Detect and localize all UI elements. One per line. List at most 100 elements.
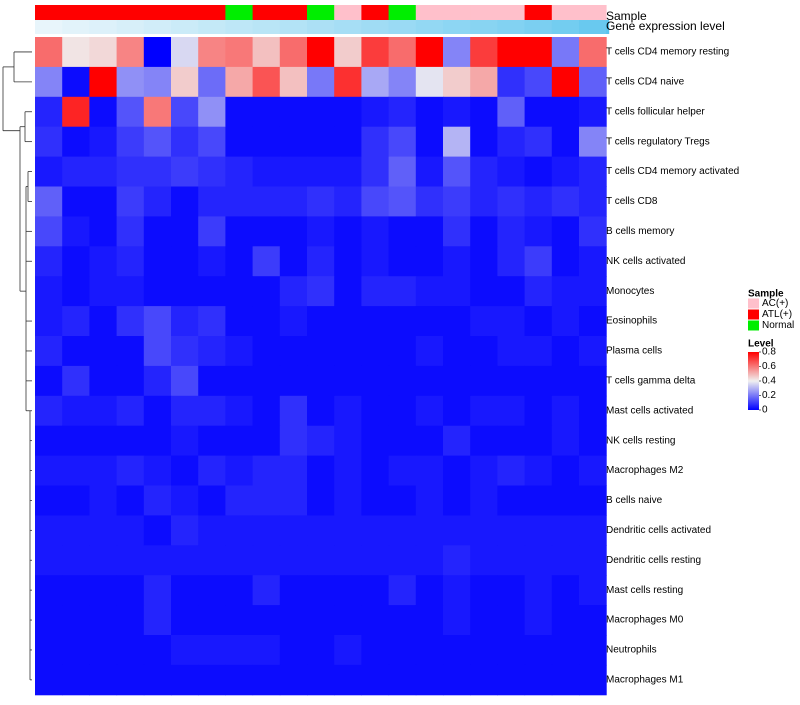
heatmap-cell [89,485,118,516]
heatmap-cell [334,186,362,217]
heatmap-cell [198,126,226,158]
heatmap-cell [579,575,607,606]
heatmap-cell [116,425,145,457]
heatmap-cell [334,515,362,546]
heatmap-cell [443,96,471,128]
heatmap-cell [171,186,199,217]
heatmap-cell [198,485,226,516]
row-label: T cells CD4 memory resting [606,47,729,58]
heatmap-cell [62,425,90,457]
heatmap-cell [551,37,580,68]
heatmap-cell [470,276,498,307]
heatmap-cell [361,246,390,277]
heatmap-cell [62,156,90,187]
heatmap-cell [524,575,553,606]
sample-annotation-cell [279,5,308,20]
heatmap-cell [279,515,308,546]
heatmap-cell [470,186,498,217]
heatmap-cell [62,37,90,68]
heatmap-cell [35,186,63,217]
heatmap-cell [35,575,63,606]
heatmap-cell [415,246,444,277]
sample-annotation-cell [89,5,117,20]
heatmap-cell [143,126,172,158]
heatmap-cell [89,306,118,337]
heatmap-cell [443,545,471,576]
heatmap-cell [279,575,308,606]
sample-annotation-cell [116,5,145,20]
heatmap-cell [497,96,526,128]
heatmap-cell [62,575,90,606]
heatmap-cell [443,485,471,516]
heatmap-cell [334,395,362,427]
heatmap-cell [579,395,607,427]
heatmap-cell [415,66,444,98]
heatmap-cell [171,395,199,427]
heatmap-cell [307,485,335,516]
heatmap-cell [35,126,63,158]
heatmap-cell [171,664,199,696]
expression-annotation-cell [279,20,308,34]
heatmap-cell [443,276,471,307]
heatmap-cell [415,664,444,696]
heatmap-cell [143,575,172,606]
heatmap-cell [252,246,281,277]
heatmap-cell [252,186,281,217]
heatmap-cell [579,515,607,546]
heatmap-cell [35,485,63,516]
heatmap-cell [497,306,526,337]
heatmap-cell [443,336,471,367]
heatmap-cell [116,37,145,68]
heatmap-cell [89,96,118,128]
heatmap-cell [551,336,580,367]
sample-annotation-cell [524,5,553,20]
heatmap-cell [35,395,63,427]
row-label: Dendritic cells activated [606,525,711,536]
heatmap-cell [524,156,553,187]
heatmap-cell [279,246,308,277]
heatmap-cell [198,276,226,307]
heatmap-cell [198,425,226,457]
heatmap-cell [143,216,172,247]
heatmap-cell [225,575,254,606]
expression-annotation-cell [252,20,281,34]
heatmap-cell [470,515,498,546]
heatmap-cell [551,425,580,457]
heatmap-cell [388,96,417,128]
heatmap-cell [143,186,172,217]
expression-annotation-cell [497,20,525,34]
heatmap-cell [116,395,145,427]
heatmap-cell [143,515,172,546]
heatmap-cell [470,485,498,516]
heatmap-cell [307,96,335,128]
heatmap-cell [361,455,390,486]
heatmap-cell [579,336,607,367]
heatmap-cell [497,365,526,397]
heatmap-cell [443,37,471,68]
heatmap-cell [35,425,63,457]
heatmap-cell [497,156,526,187]
heatmap-cell [443,306,471,337]
legend-sample-title: Sample [748,289,784,300]
heatmap-cell [524,336,553,367]
heatmap-cell [334,425,362,457]
legend-level-title: Level [748,339,774,350]
sample-annotation-cell [470,5,498,20]
heatmap-cell [143,37,172,68]
expression-annotation-cell [143,20,172,34]
heatmap-cell [143,664,172,696]
heatmap-cell [551,635,580,666]
heatmap-cell [89,336,118,367]
heatmap-cell [361,96,390,128]
heatmap-cell [579,425,607,457]
heatmap-cell [143,605,172,636]
heatmap-cell [551,186,580,217]
heatmap-cell [524,425,553,457]
expression-annotation-cell [307,20,335,34]
heatmap-cell [198,365,226,397]
heatmap-cell [198,246,226,277]
sample-annotation-cell [443,5,471,20]
heatmap-cell [579,96,607,128]
heatmap-cell [497,246,526,277]
heatmap-cell [198,336,226,367]
